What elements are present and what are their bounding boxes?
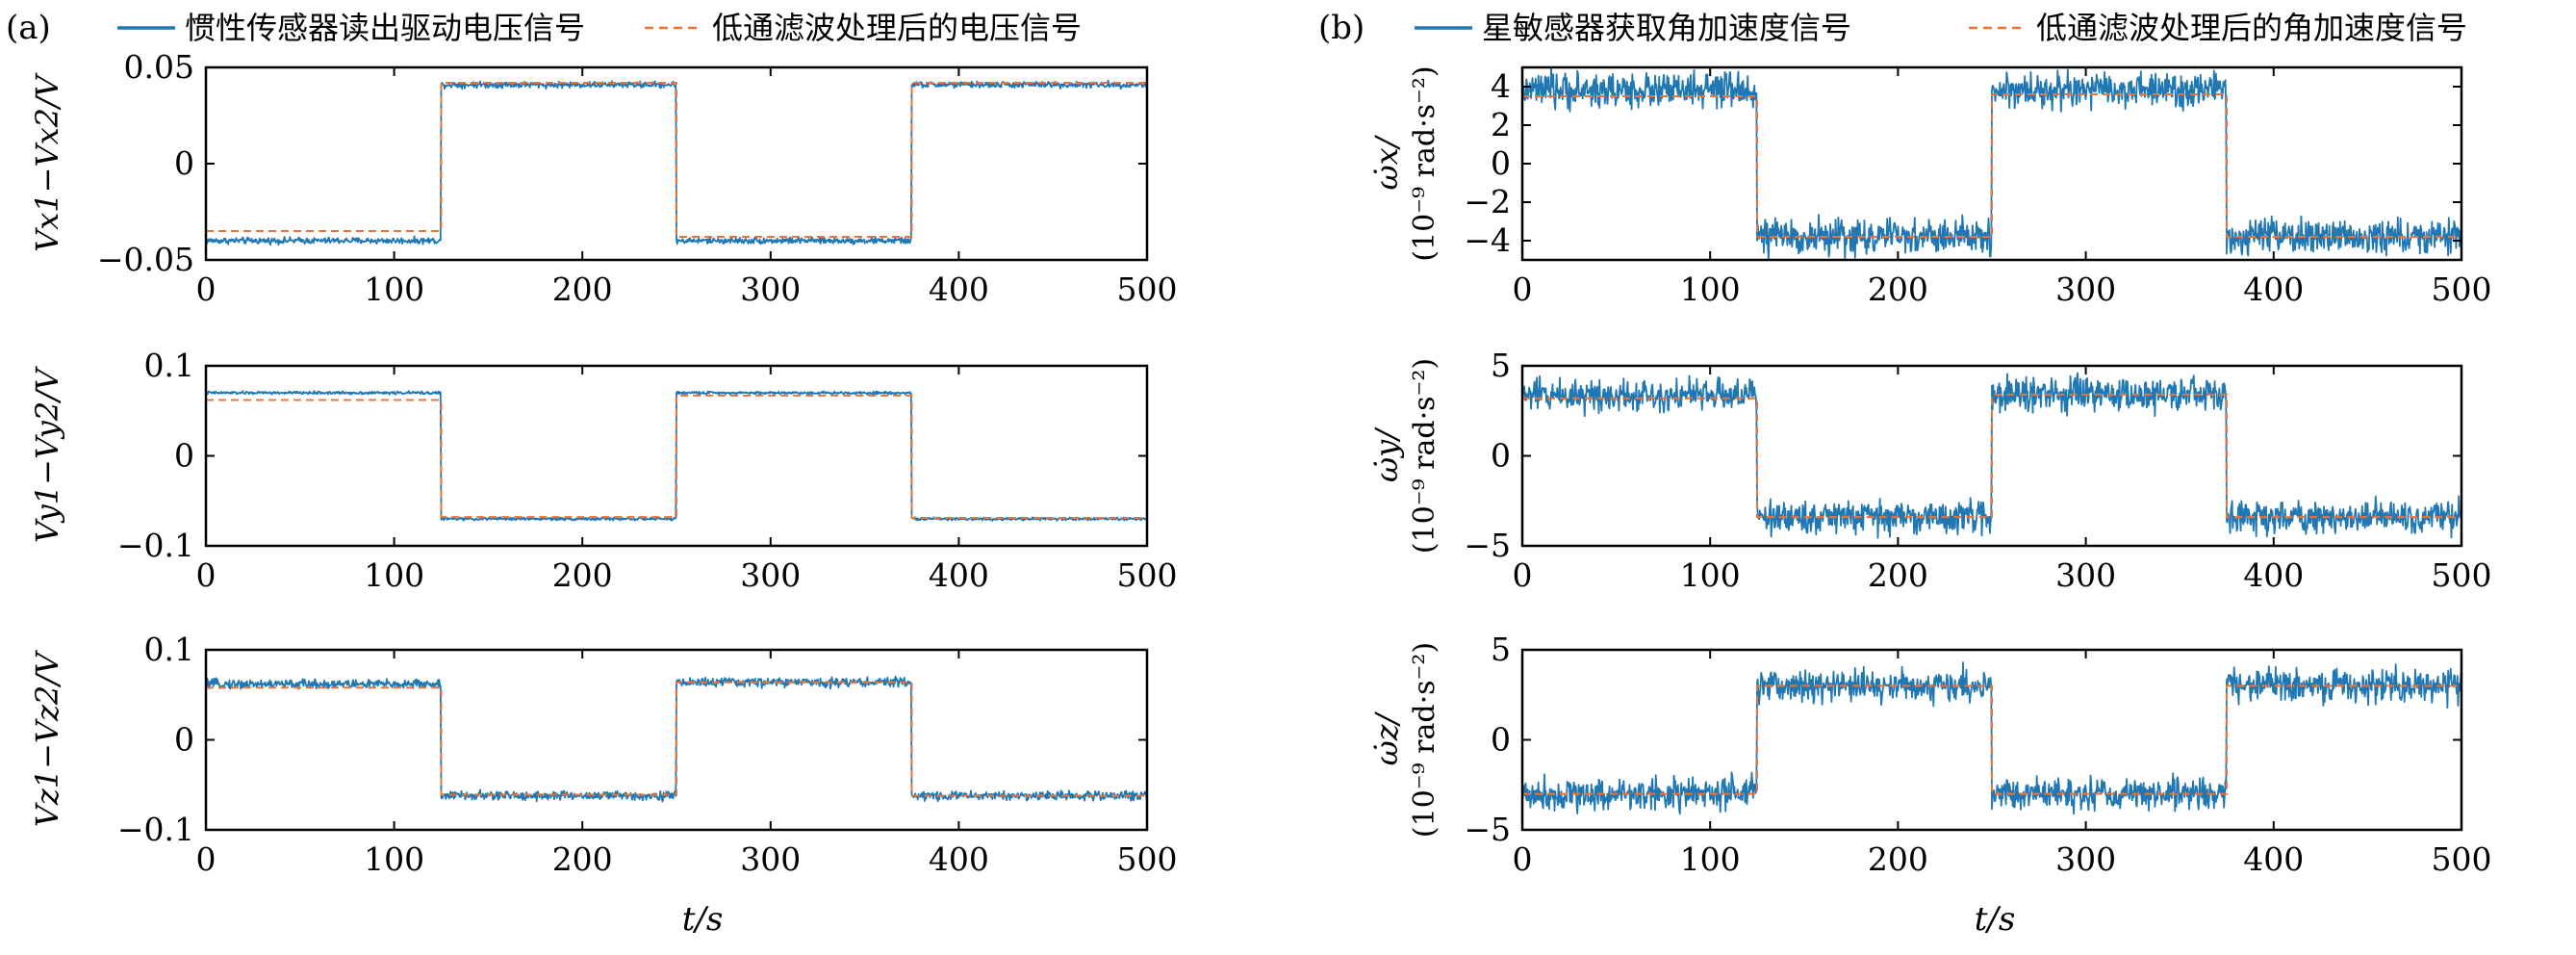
panel-b-label: (b) (1318, 9, 1365, 47)
y-tick-label-a-x-2: −0.05 (97, 241, 194, 278)
x-tick-label-a-x-0: 0 (196, 271, 217, 308)
x-tick-label-b-y-0: 0 (1513, 556, 1533, 594)
y-tick-label-b-x-3: −2 (1464, 183, 1511, 220)
series-b-x-filtered (1522, 93, 2461, 238)
y-tick-label-b-x-2: 0 (1491, 144, 1511, 182)
x-tick-label-a-y-3: 300 (740, 556, 801, 594)
legend-b-dashed-label: 低通滤波处理后的角加速度信号 (2036, 10, 2467, 46)
x-tick-label-b-x-3: 300 (2055, 271, 2116, 308)
y-tick-label-a-z-2: −0.1 (117, 811, 194, 848)
x-tick-label-a-z-4: 400 (929, 840, 989, 878)
x-tick-label-b-y-4: 400 (2243, 556, 2304, 594)
y-tick-label-b-y-0: 5 (1491, 347, 1511, 384)
y-tick-label-b-x-0: 4 (1491, 67, 1511, 105)
series-b-y-measured (1522, 372, 2461, 539)
x-tick-label-a-x-3: 300 (740, 271, 801, 308)
y-tick-label-b-y-1: 0 (1491, 437, 1511, 475)
y-axis-label-a-y: Vy1−Vy2/V (29, 366, 65, 543)
series-group-a-z (206, 675, 1147, 803)
y-axis-label-b-y: ω̇y/ (1368, 426, 1405, 482)
panel-a-label: (a) (6, 9, 51, 47)
y-tick-label-b-x-1: 2 (1491, 106, 1511, 143)
y-tick-label-a-x-0: 0.05 (124, 48, 194, 86)
x-tick-label-b-y-2: 200 (1868, 556, 1928, 594)
series-group-b-x (1522, 67, 2461, 260)
series-b-y-filtered (1522, 393, 2461, 519)
x-tick-label-a-y-0: 0 (196, 556, 217, 594)
y-tick-label-a-z-1: 0 (174, 721, 194, 759)
series-a-x-filtered (206, 82, 1147, 238)
x-tick-label-b-x-1: 100 (1680, 271, 1741, 308)
x-tick-label-b-z-4: 400 (2243, 840, 2304, 878)
x-tick-label-b-x-5: 500 (2432, 271, 2492, 308)
y-tick-label-b-z-0: 5 (1491, 631, 1511, 668)
x-tick-label-a-x-2: 200 (552, 271, 613, 308)
y-axis-label-b-x: ω̇x/ (1368, 134, 1405, 190)
x-tick-label-a-y-4: 400 (929, 556, 989, 594)
xlabel-a: t/s (682, 900, 724, 939)
y-tick-label-b-z-2: −5 (1464, 811, 1511, 848)
y-axis-unit-b-y: (10⁻⁹ rad·s⁻²) (1408, 358, 1441, 554)
x-tick-label-a-z-5: 500 (1117, 840, 1178, 878)
x-tick-label-b-z-0: 0 (1513, 840, 1533, 878)
y-tick-label-a-z-0: 0.1 (144, 631, 194, 668)
x-tick-label-a-y-1: 100 (364, 556, 424, 594)
y-axis-unit-b-z: (10⁻⁹ rad·s⁻²) (1408, 642, 1441, 838)
xlabel-b: t/s (1975, 900, 2016, 939)
series-b-z-filtered (1522, 684, 2461, 795)
x-tick-label-a-z-3: 300 (740, 840, 801, 878)
series-a-z-filtered (206, 681, 1147, 797)
series-group-b-y (1522, 372, 2461, 539)
x-tick-label-b-y-3: 300 (2055, 556, 2116, 594)
x-tick-label-a-z-1: 100 (364, 840, 424, 878)
x-tick-label-b-x-2: 200 (1868, 271, 1928, 308)
x-tick-label-a-x-4: 400 (929, 271, 989, 308)
legend-a-dashed-label: 低通滤波处理后的电压信号 (712, 10, 1082, 46)
y-axis-label-a-z: Vz1−Vz2/V (29, 650, 65, 827)
x-tick-label-b-z-5: 500 (2432, 840, 2492, 878)
y-tick-label-a-y-2: −0.1 (117, 527, 194, 564)
y-tick-label-b-y-2: −5 (1464, 527, 1511, 564)
y-axis-label-b-z: ω̇z/ (1368, 710, 1405, 765)
series-b-x-measured (1522, 67, 2461, 260)
x-tick-label-a-y-5: 500 (1117, 556, 1178, 594)
legend-b-solid-label: 星敏感器获取角加速度信号 (1482, 10, 1851, 46)
series-group-a-x (206, 79, 1147, 246)
x-tick-label-a-y-2: 200 (552, 556, 613, 594)
x-tick-label-b-y-5: 500 (2432, 556, 2492, 594)
legend-a-solid-label: 惯性传感器读出驱动电压信号 (185, 10, 585, 46)
x-tick-label-a-z-0: 0 (196, 840, 217, 878)
y-tick-label-a-x-1: 0 (174, 144, 194, 182)
x-tick-label-b-z-3: 300 (2055, 840, 2116, 878)
x-tick-label-b-x-4: 400 (2243, 271, 2304, 308)
y-tick-label-a-y-1: 0 (174, 437, 194, 475)
y-tick-label-b-z-1: 0 (1491, 721, 1511, 759)
x-tick-label-b-z-1: 100 (1680, 840, 1741, 878)
y-tick-label-b-x-4: −4 (1464, 221, 1511, 259)
series-a-y-filtered (206, 394, 1147, 519)
series-group-b-z (1522, 661, 2461, 815)
x-tick-label-b-z-2: 200 (1868, 840, 1928, 878)
x-tick-label-b-y-1: 100 (1680, 556, 1741, 594)
x-tick-label-a-x-1: 100 (364, 271, 424, 308)
y-tick-label-a-y-0: 0.1 (144, 347, 194, 384)
x-tick-label-b-x-0: 0 (1513, 271, 1533, 308)
x-tick-label-a-z-2: 200 (552, 840, 613, 878)
y-axis-unit-b-x: (10⁻⁹ rad·s⁻²) (1408, 65, 1441, 261)
series-group-a-y (206, 390, 1147, 522)
y-axis-label-a-x: Vx1−Vx2/V (29, 72, 65, 252)
x-tick-label-a-x-5: 500 (1117, 271, 1178, 308)
